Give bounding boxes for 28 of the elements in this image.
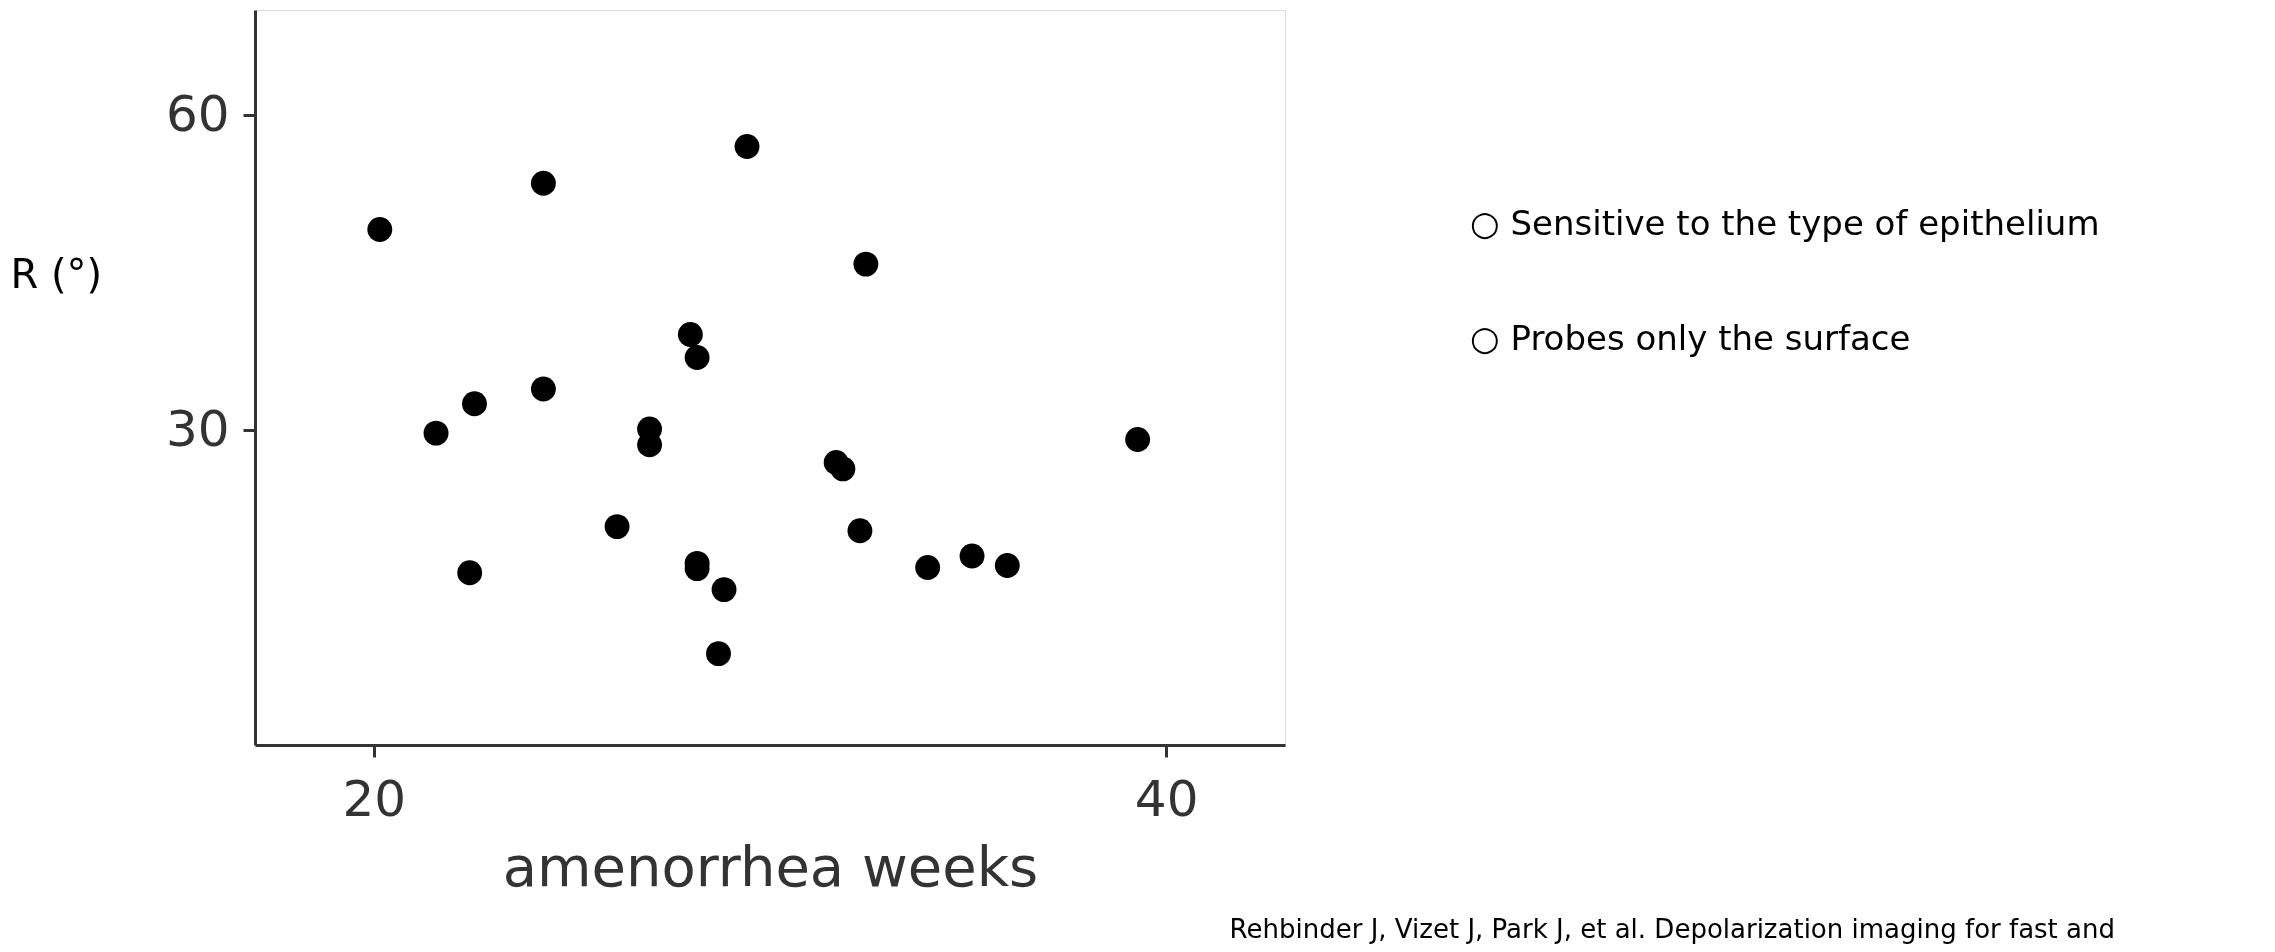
x-tick-label: 40 <box>1134 769 1199 828</box>
point <box>853 251 879 277</box>
point <box>530 170 556 196</box>
y-tick-label: 30 <box>165 399 230 458</box>
point <box>847 518 873 544</box>
point <box>706 641 731 667</box>
point <box>423 420 449 446</box>
point <box>915 555 941 580</box>
x-tick-label: 20 <box>342 769 407 828</box>
y-axis-title: R (°) <box>10 250 103 297</box>
point <box>1125 427 1151 452</box>
point <box>677 322 703 347</box>
text: Rehbinder J, Vizet J, Park J, et al. Depolarization imaging for fast and <box>1229 914 2115 944</box>
point <box>994 553 1020 578</box>
text: ○ Probes only the surface <box>1470 318 1911 358</box>
point <box>684 345 710 370</box>
point <box>604 514 630 540</box>
point <box>734 134 760 159</box>
point <box>711 577 737 603</box>
point <box>462 391 487 417</box>
point <box>959 543 985 569</box>
point <box>367 217 393 242</box>
text: ○ Sensitive to the type of epithelium <box>1470 203 2100 243</box>
point <box>457 560 483 586</box>
x-axis-title: amenorrhea weeks <box>502 833 1039 899</box>
y-tick-label: 60 <box>165 84 230 143</box>
point <box>530 376 556 402</box>
point <box>830 456 856 482</box>
